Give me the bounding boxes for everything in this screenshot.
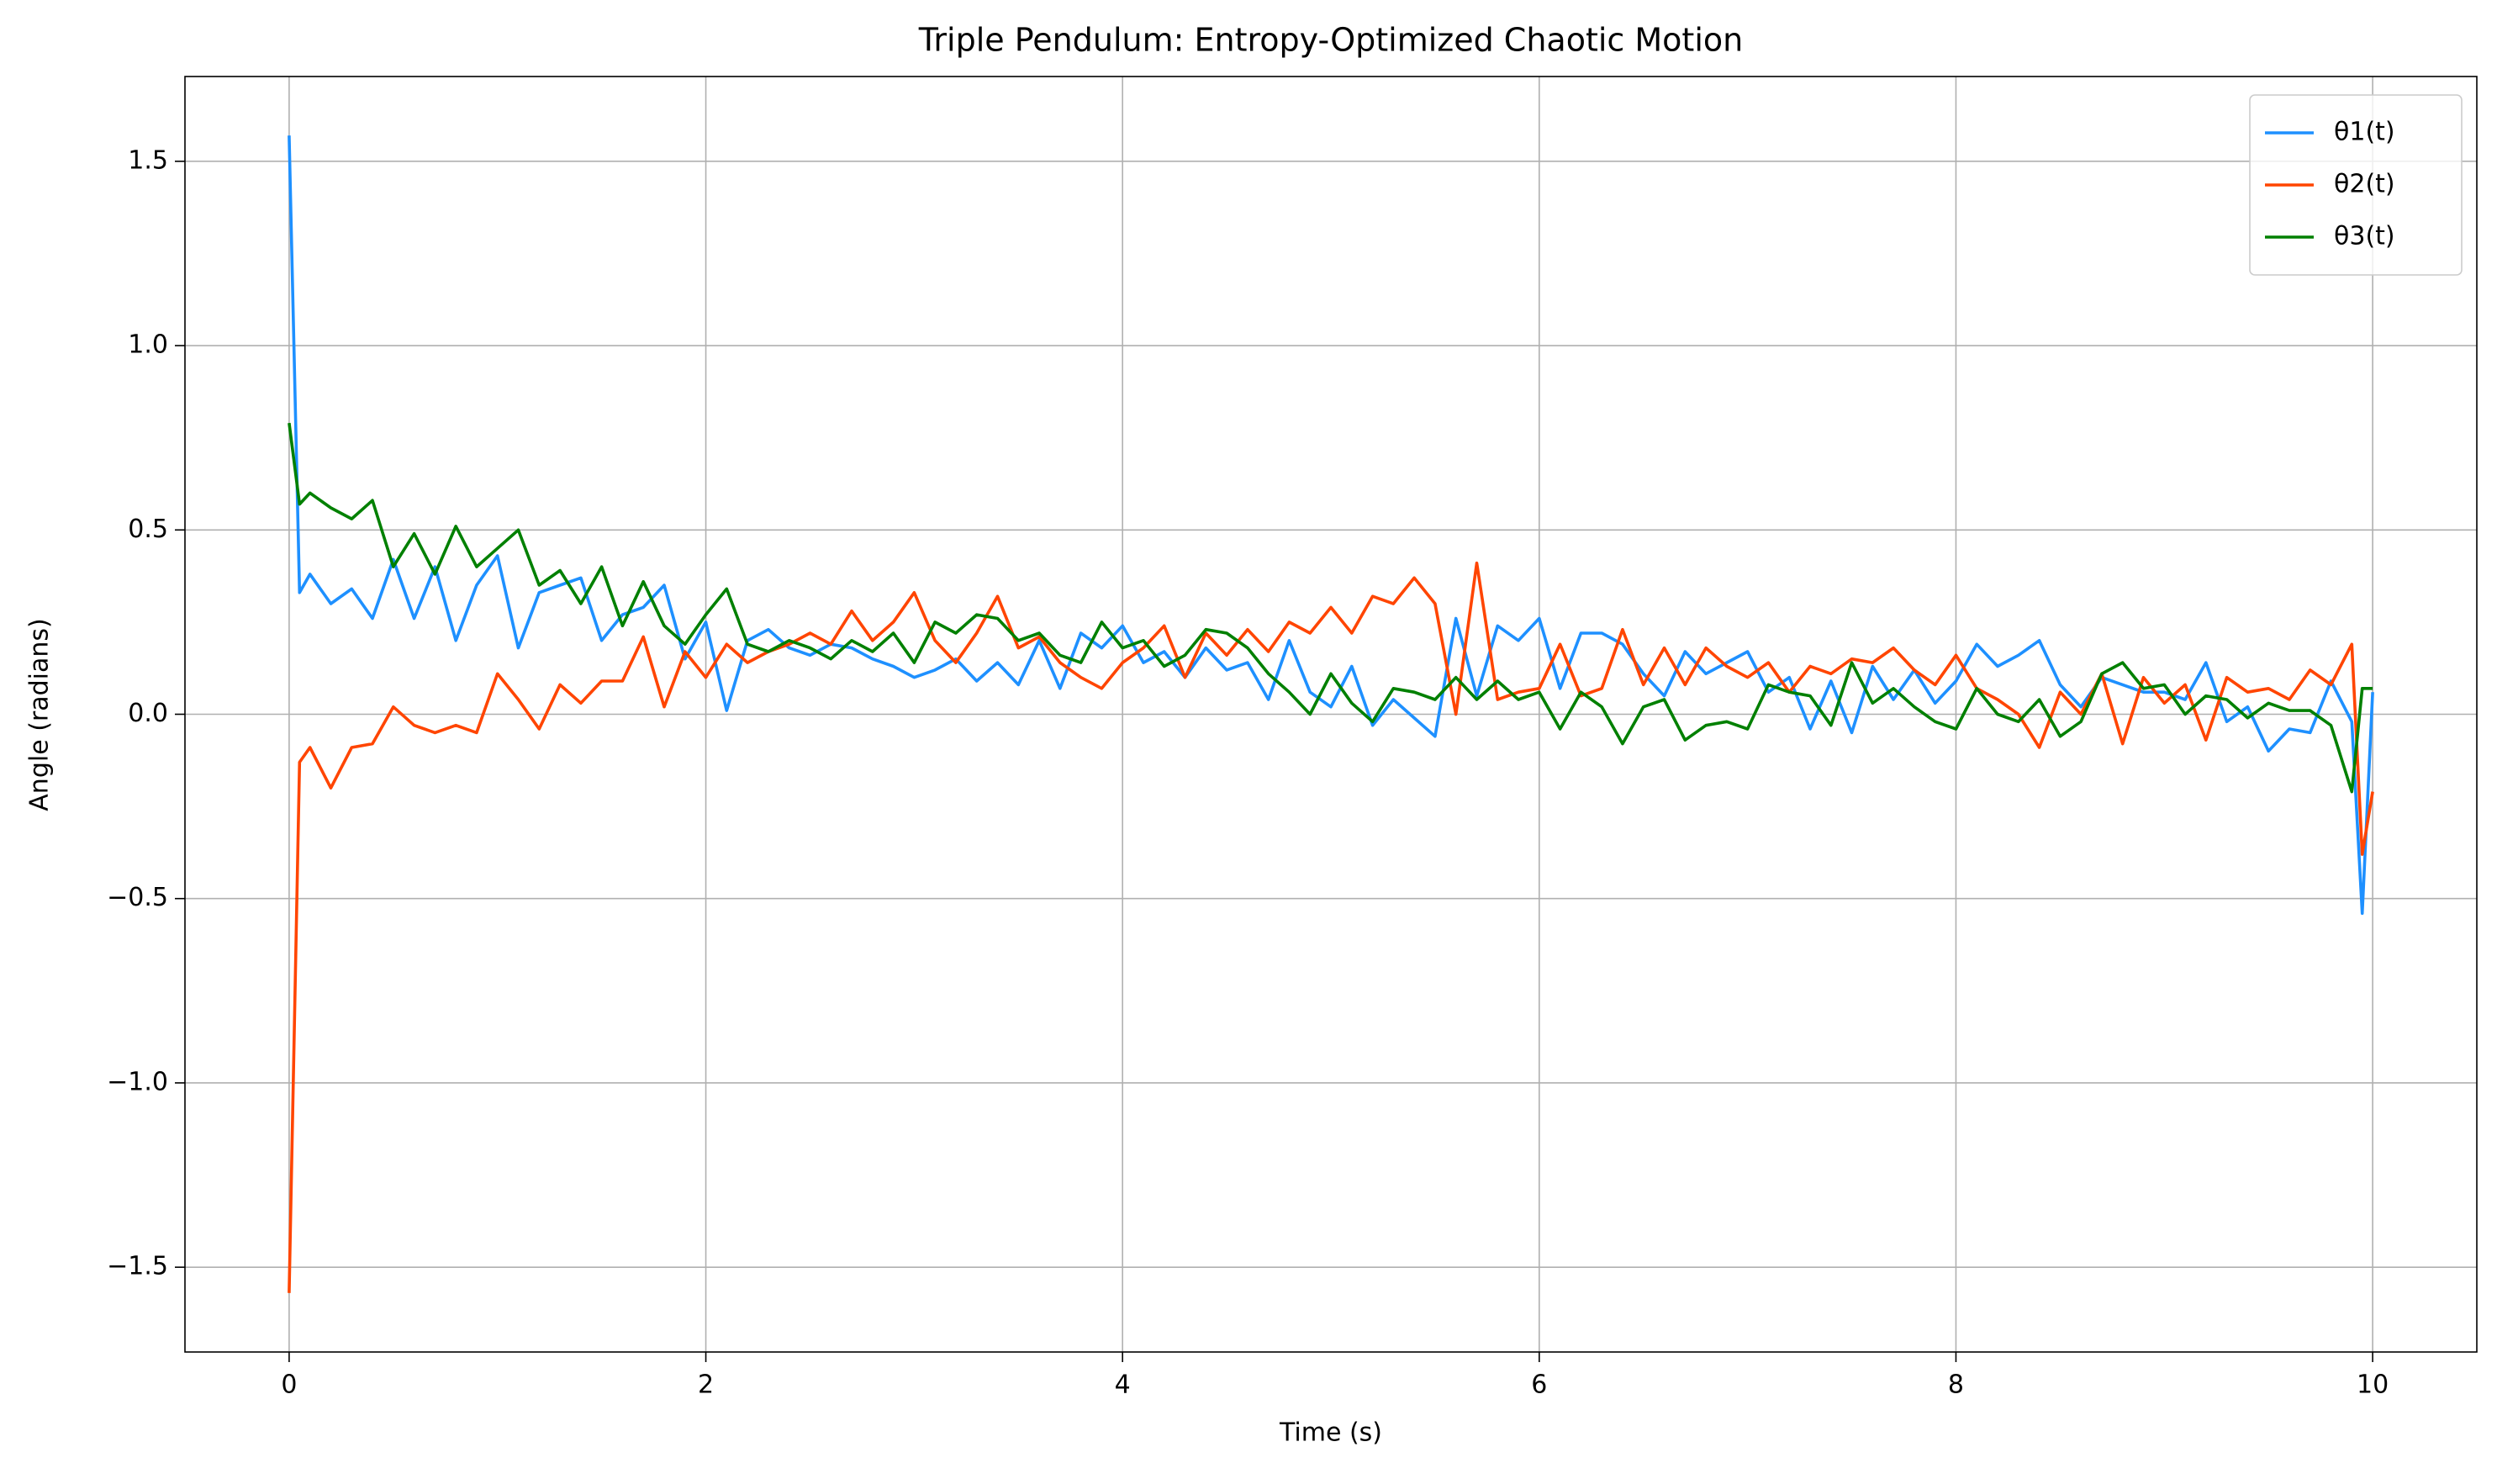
legend-label: θ2(t) — [2334, 170, 2395, 199]
y-tick-label: 0.0 — [128, 699, 168, 728]
y-tick-label: −1.0 — [107, 1067, 168, 1096]
legend-label: θ1(t) — [2334, 118, 2395, 147]
x-tick-label: 4 — [1115, 1370, 1131, 1400]
legend-label: θ3(t) — [2334, 222, 2395, 251]
y-tick-label: 0.5 — [128, 515, 168, 544]
legend-box — [2249, 94, 2463, 276]
y-tick-label: −1.5 — [107, 1252, 168, 1281]
x-tick-label: 2 — [698, 1370, 714, 1400]
data-line — [288, 135, 2374, 916]
data-line — [288, 422, 2373, 794]
y-tick-label: −0.5 — [107, 883, 168, 912]
chart-title: Triple Pendulum: Entropy-Optimized Chaot… — [918, 22, 1743, 59]
y-tick-label: 1.0 — [128, 330, 168, 360]
plot-frame — [184, 76, 2478, 1353]
x-tick-label: 8 — [1948, 1370, 1964, 1400]
x-tick-label: 6 — [1531, 1370, 1547, 1400]
y-tick-label: 1.5 — [128, 145, 168, 175]
x-tick-label: 0 — [281, 1370, 297, 1400]
x-tick-label: 10 — [2357, 1370, 2389, 1400]
x-axis-label: Time (s) — [1279, 1418, 1382, 1448]
data-line — [288, 561, 2374, 1293]
y-axis-label: Angle (radians) — [25, 618, 55, 811]
